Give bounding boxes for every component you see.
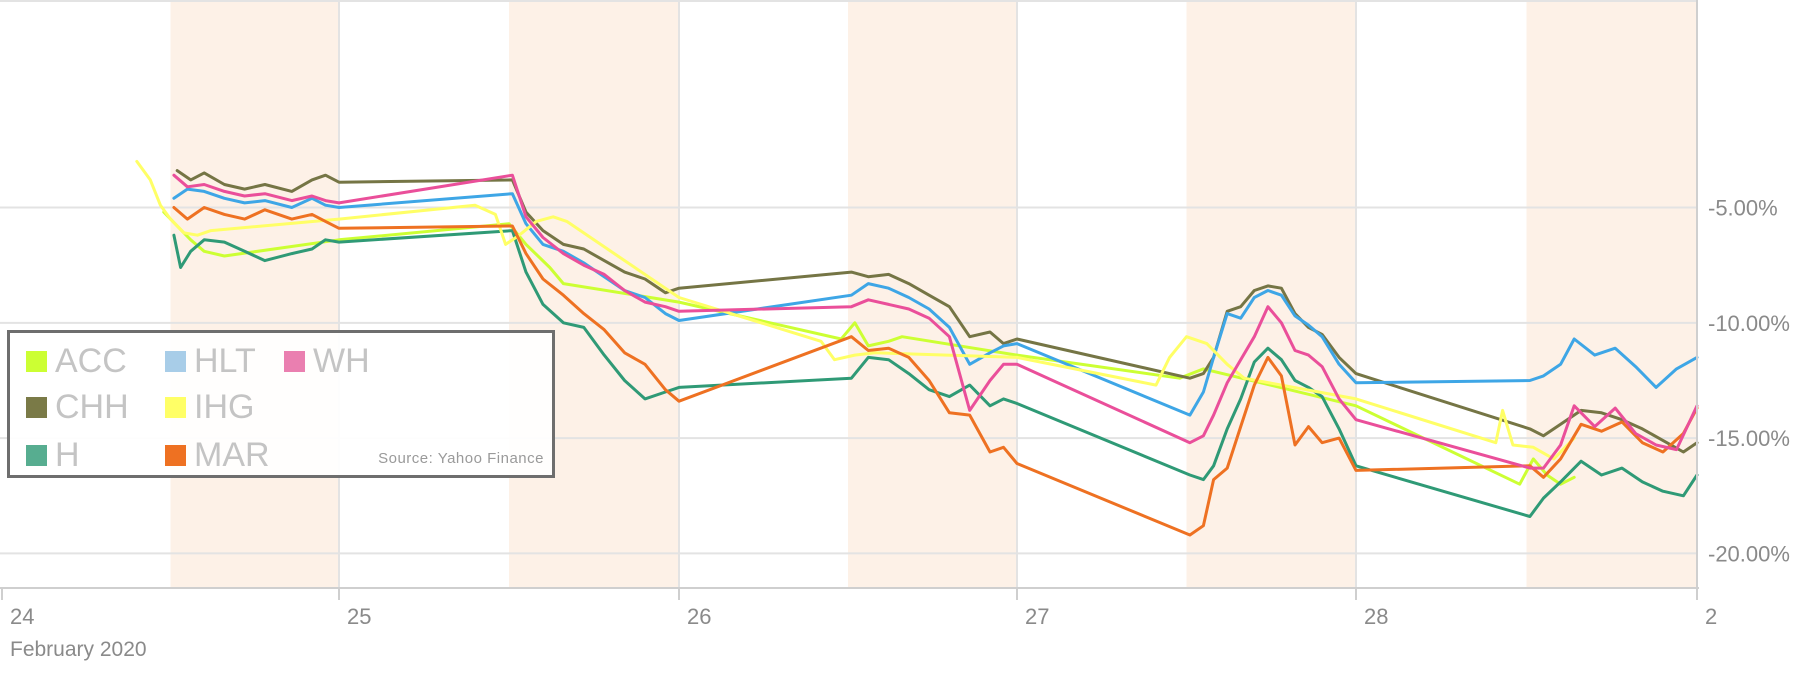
series-line-mar [172, 206, 1699, 537]
series-line-hlt [172, 187, 1699, 417]
legend-item-acc: ACC [26, 341, 127, 381]
legend-label-h: H [55, 436, 80, 474]
legend-label-hlt: HLT [194, 342, 256, 380]
legend-item-h: H [26, 435, 80, 475]
legend-item-ihg: IHG [165, 387, 254, 427]
x-tick-label-2: 26 [687, 604, 711, 629]
x-tick-labels: 24 25 26 27 28 2 [10, 604, 1717, 629]
x-tick-label-3: 27 [1025, 604, 1049, 629]
legend-swatch-h [26, 444, 47, 466]
legend-label-chh: CHH [55, 388, 129, 426]
legend-swatch-mar [165, 444, 186, 466]
x-tick-label-5: 2 [1705, 604, 1717, 629]
series-lines [135, 159, 1699, 537]
y-tick-label-1: -10.00% [1708, 311, 1790, 336]
shade-band-2 [848, 0, 1017, 588]
series-line-wh [172, 173, 1699, 470]
legend-item-wh: WH [284, 341, 370, 381]
y-tick-label-2: -15.00% [1708, 426, 1790, 451]
series-line-chh [175, 169, 1699, 454]
legend-item-hlt: HLT [165, 341, 256, 381]
series-line-acc [162, 210, 1576, 486]
legend-label-ihg: IHG [194, 388, 255, 426]
source-note: Source: Yahoo Finance [378, 450, 544, 467]
y-tick-label-3: -20.00% [1708, 541, 1790, 566]
legend-label-wh: WH [313, 342, 370, 380]
shade-band-3 [1186, 0, 1356, 588]
series-line-h [172, 229, 1699, 518]
y-tick-label-0: -5.00% [1708, 196, 1778, 221]
legend: ACC HLT WH CHH IHG H MAR Source: Yahoo F… [7, 330, 555, 478]
shade-band-0 [170, 0, 339, 588]
legend-swatch-chh [26, 396, 47, 418]
y-tick-labels: -5.00% -10.00% -15.00% -20.00% [1708, 196, 1790, 567]
x-axis-sublabel: February 2020 [10, 638, 147, 661]
legend-swatch-acc [26, 350, 47, 372]
legend-swatch-hlt [165, 350, 186, 372]
legend-label-acc: ACC [55, 342, 127, 380]
axes [0, 0, 1699, 600]
x-tick-label-0: 24 [10, 604, 34, 629]
legend-swatch-ihg [165, 396, 186, 418]
legend-item-mar: MAR [165, 435, 270, 475]
legend-swatch-wh [284, 350, 305, 372]
x-tick-label-1: 25 [347, 604, 371, 629]
x-tick-label-4: 28 [1364, 604, 1388, 629]
shade-band-4 [1526, 0, 1697, 588]
legend-item-chh: CHH [26, 387, 129, 427]
series-line-ihg [135, 159, 1576, 461]
market-hours-shading [170, 0, 1697, 588]
legend-label-mar: MAR [194, 436, 270, 474]
shade-band-1 [509, 0, 679, 588]
